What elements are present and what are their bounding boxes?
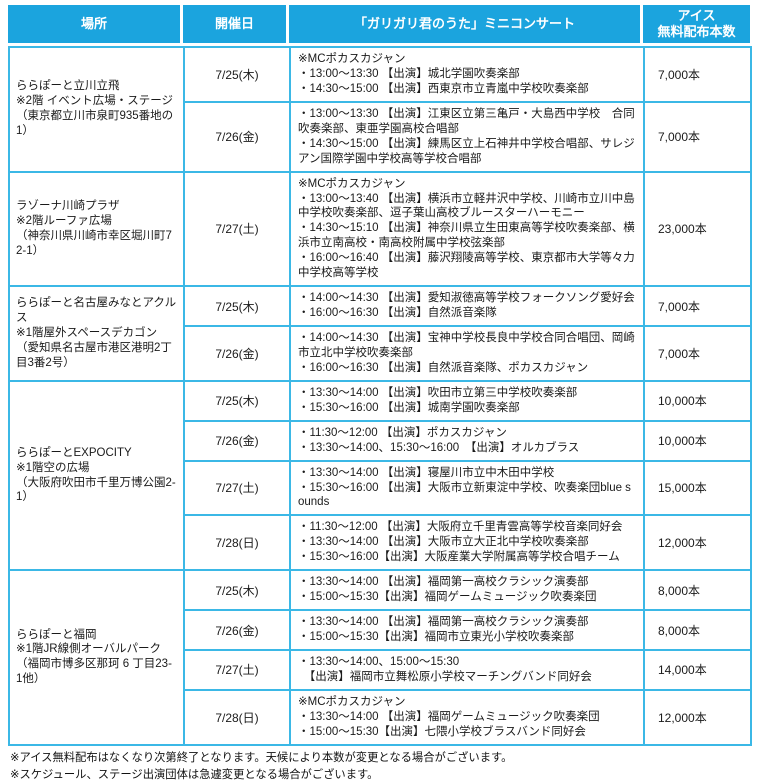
concert-program: ・11:30～12:00 【出演】ポカスカジャン ・13:30～14:00、15… bbox=[289, 419, 645, 462]
table-row: 7/27(土) ・13:30～14:00 【出演】寝屋川市立中木田中学校 ・15… bbox=[9, 459, 752, 517]
table-row: 7/26(金) ・14:00～14:30 【出演】宝神中学校長良中学校合同合唱団… bbox=[9, 325, 752, 382]
event-date: 7/27(土) bbox=[183, 459, 291, 517]
table-row: 7/26(金) ・13:30～14:00 【出演】福岡第一高校クラシック演奏部 … bbox=[9, 609, 752, 651]
concert-program: ・14:00～14:30 【出演】宝神中学校長良中学校合同合唱団、岡崎市立北中学… bbox=[289, 325, 645, 382]
header-date: 開催日 bbox=[183, 5, 289, 43]
event-date: 7/25(木) bbox=[183, 46, 291, 103]
event-date: 7/26(金) bbox=[183, 325, 291, 382]
table-row: ラゾーナ川崎プラザ ※2階ルーファ広場 （神奈川県川崎市幸区堀川町72-1） 7… bbox=[8, 170, 752, 288]
ice-count: 10,000本 bbox=[643, 379, 752, 422]
venue-name: ららぽーと立川立飛 ※2階 イベント広場・ステージ （東京都立川市泉町935番地… bbox=[8, 46, 185, 173]
table-row: ららぽーとEXPOCITY ※1階空の広場 （大阪府吹田市千里万博公園2-1） … bbox=[8, 379, 752, 572]
footnotes: ※アイス無料配布はなくなり次第終了となります。天候により本数が変更となる場合がご… bbox=[8, 750, 750, 784]
table-row: 7/28(日) ・11:30～12:00 【出演】大阪府立千里青雲高等学校音楽同… bbox=[9, 514, 752, 572]
event-date: 7/26(金) bbox=[183, 609, 291, 651]
event-date: 7/26(金) bbox=[183, 419, 291, 462]
concert-program: ・11:30～12:00 【出演】大阪府立千里青雲高等学校音楽同好会 ・13:3… bbox=[289, 514, 645, 572]
event-schedule-table: ららぽーと立川立飛 ※2階 イベント広場・ステージ （東京都立川市泉町935番地… bbox=[8, 46, 752, 746]
event-date: 7/25(木) bbox=[183, 379, 291, 422]
concert-program: ※MCポカスカジャン ・13:30～14:00 【出演】福岡ゲームミュージック吹… bbox=[289, 688, 645, 746]
ice-count: 10,000本 bbox=[643, 419, 752, 462]
ice-count: 7,000本 bbox=[643, 325, 752, 382]
concert-program: ※MCポカスカジャン ・13:00～13:30 【出演】城北学園吹奏楽部 ・14… bbox=[289, 46, 645, 103]
event-date: 7/25(木) bbox=[183, 569, 291, 612]
table-row: 7/28(日) ※MCポカスカジャン ・13:30～14:00 【出演】福岡ゲー… bbox=[9, 688, 752, 746]
ice-count: 8,000本 bbox=[643, 569, 752, 612]
concert-program: ・13:00～13:30 【出演】江東区立第三亀戸・大島西中学校 合同吹奏楽部、… bbox=[289, 100, 645, 173]
header-concert: 「ガリガリ君のうた」ミニコンサート bbox=[289, 5, 643, 43]
ice-count: 7,000本 bbox=[643, 100, 752, 173]
event-date: 7/27(土) bbox=[183, 648, 291, 691]
table-row: ららぽーと立川立飛 ※2階 イベント広場・ステージ （東京都立川市泉町935番地… bbox=[8, 46, 752, 173]
concert-program: ・13:30～14:00 【出演】吹田市立第三中学校吹奏楽部 ・15:30～16… bbox=[289, 379, 645, 422]
table-row: ららぽーと名古屋みなとアクルス ※1階屋外スペースデカゴン （愛知県名古屋市港区… bbox=[8, 285, 752, 382]
event-date: 7/25(木) bbox=[183, 285, 291, 327]
venue-name: ラゾーナ川崎プラザ ※2階ルーファ広場 （神奈川県川崎市幸区堀川町72-1） bbox=[8, 170, 185, 288]
ice-count: 7,000本 bbox=[643, 46, 752, 103]
concert-program: ※MCポカスカジャン ・13:00～13:40 【出演】横浜市立軽井沢中学校、川… bbox=[289, 170, 645, 288]
ice-count: 8,000本 bbox=[643, 609, 752, 651]
event-date: 7/28(日) bbox=[183, 514, 291, 572]
event-date: 7/28(日) bbox=[183, 688, 291, 746]
concert-program: ・13:30～14:00 【出演】福岡第一高校クラシック演奏部 ・15:00～1… bbox=[289, 609, 645, 651]
table-row: 7/26(金) ・11:30～12:00 【出演】ポカスカジャン ・13:30～… bbox=[9, 419, 752, 462]
ice-count: 7,000本 bbox=[643, 285, 752, 327]
venue-name: ららぽーと福岡 ※1階JR線側オーバルパーク （福岡市博多区那珂 6 丁目23-… bbox=[8, 569, 185, 746]
ice-count: 12,000本 bbox=[643, 688, 752, 746]
table-row: 7/26(金) ・13:00～13:30 【出演】江東区立第三亀戸・大島西中学校… bbox=[9, 100, 752, 173]
note-schedule-change: ※スケジュール、ステージ出演団体は急遽変更となる場合がございます。 bbox=[10, 768, 379, 781]
table-header-row: 場所 開催日 「ガリガリ君のうた」ミニコンサート アイス 無料配布本数 bbox=[8, 5, 750, 43]
ice-count: 12,000本 bbox=[643, 514, 752, 572]
concert-program: ・13:30～14:00 【出演】寝屋川市立中木田中学校 ・15:30～16:0… bbox=[289, 459, 645, 517]
table-row: ららぽーと福岡 ※1階JR線側オーバルパーク （福岡市博多区那珂 6 丁目23-… bbox=[8, 569, 752, 746]
header-location: 場所 bbox=[8, 5, 183, 43]
ice-count: 14,000本 bbox=[643, 648, 752, 691]
event-date: 7/27(土) bbox=[183, 170, 291, 288]
concert-program: ・13:30～14:00 【出演】福岡第一高校クラシック演奏部 ・15:00～1… bbox=[289, 569, 645, 612]
venue-name: ららぽーと名古屋みなとアクルス ※1階屋外スペースデカゴン （愛知県名古屋市港区… bbox=[8, 285, 185, 382]
note-ice-supply: ※アイス無料配布はなくなり次第終了となります。天候により本数が変更となる場合がご… bbox=[10, 751, 513, 764]
venue-name: ららぽーとEXPOCITY ※1階空の広場 （大阪府吹田市千里万博公園2-1） bbox=[8, 379, 185, 572]
ice-count: 15,000本 bbox=[643, 459, 752, 517]
event-date: 7/26(金) bbox=[183, 100, 291, 173]
ice-count: 23,000本 bbox=[643, 170, 752, 288]
header-ice-count: アイス 無料配布本数 bbox=[643, 5, 750, 43]
concert-program: ・13:30～14:00、15:00～15:30 【出演】福岡市立舞松原小学校マ… bbox=[289, 648, 645, 691]
concert-program: ・14:00～14:30 【出演】愛知淑徳高等学校フォークソング愛好会 ・16:… bbox=[289, 285, 645, 327]
table-row: 7/27(土) ・13:30～14:00、15:00～15:30 【出演】福岡市… bbox=[9, 648, 752, 691]
